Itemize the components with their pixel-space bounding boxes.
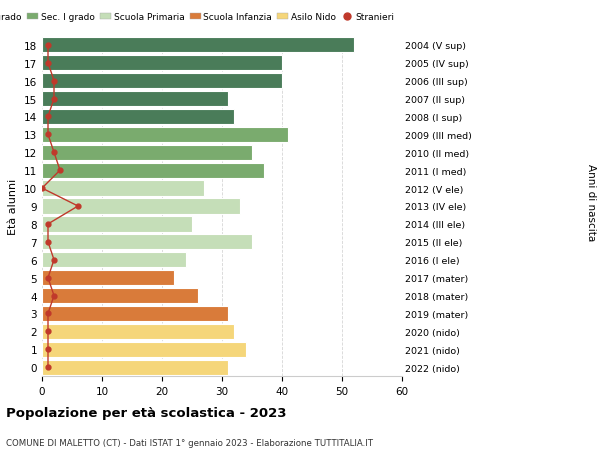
Text: Anni di nascita: Anni di nascita bbox=[586, 163, 596, 241]
Bar bbox=[42, 38, 354, 53]
Bar bbox=[42, 146, 252, 161]
Bar bbox=[42, 56, 282, 71]
Bar bbox=[42, 199, 240, 214]
Bar bbox=[42, 270, 174, 285]
Bar bbox=[42, 306, 228, 321]
Y-axis label: Età alunni: Età alunni bbox=[8, 179, 19, 235]
Bar bbox=[42, 288, 198, 303]
Bar bbox=[42, 128, 288, 143]
Bar bbox=[42, 252, 186, 268]
Bar bbox=[42, 92, 228, 107]
Bar bbox=[42, 235, 252, 250]
Bar bbox=[42, 74, 282, 89]
Bar bbox=[42, 360, 228, 375]
Bar bbox=[42, 110, 234, 125]
Text: Popolazione per età scolastica - 2023: Popolazione per età scolastica - 2023 bbox=[6, 406, 287, 419]
Bar bbox=[42, 181, 204, 196]
Legend: Sec. II grado, Sec. I grado, Scuola Primaria, Scuola Infanzia, Asilo Nido, Stran: Sec. II grado, Sec. I grado, Scuola Prim… bbox=[0, 9, 397, 25]
Bar bbox=[42, 324, 234, 339]
Bar bbox=[42, 163, 264, 179]
Text: COMUNE DI MALETTO (CT) - Dati ISTAT 1° gennaio 2023 - Elaborazione TUTTITALIA.IT: COMUNE DI MALETTO (CT) - Dati ISTAT 1° g… bbox=[6, 438, 373, 448]
Bar bbox=[42, 342, 246, 357]
Bar bbox=[42, 217, 192, 232]
